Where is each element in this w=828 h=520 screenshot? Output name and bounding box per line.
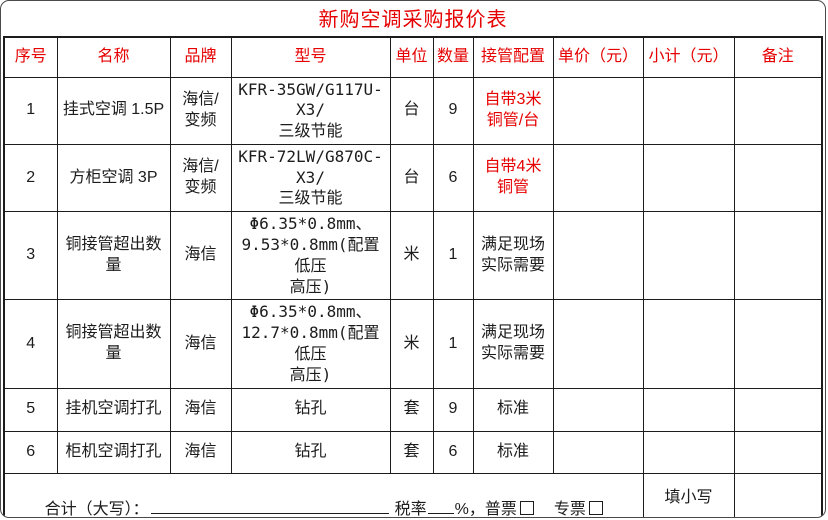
cell-remark [733, 387, 823, 432]
cell-index: 5 [3, 387, 58, 432]
cell-brand: 海信 [169, 387, 232, 432]
tax-rate-label: 税率 [394, 501, 427, 518]
tax-rate-blank[interactable] [427, 496, 454, 515]
cell-unit: 米 [389, 211, 434, 301]
cell-remark [733, 76, 823, 145]
cell-pipe-config: 自带4米 铜管 [472, 143, 554, 213]
cell-quantity: 6 [432, 430, 474, 474]
column-header-quantity: 数量 [432, 36, 474, 78]
cell-model: 钻孔 [230, 387, 391, 432]
total-amount-blank[interactable] [150, 496, 389, 515]
cell-brand: 海信 [169, 299, 232, 389]
cell-model: KFR-72LW/G870C-X3/ 三级节能 [230, 143, 391, 213]
cell-unit: 套 [389, 430, 434, 474]
cell-index: 6 [3, 430, 58, 474]
cell-brand: 海信 [169, 211, 232, 301]
cell-remark [733, 143, 823, 213]
special-invoice-checkbox[interactable] [588, 501, 603, 516]
column-header-unit: 单位 [389, 36, 434, 78]
column-header-name: 名称 [56, 36, 171, 78]
special-invoice-label: 专票 [553, 501, 586, 518]
cell-brand: 海信/ 变频 [169, 143, 232, 213]
cell-name: 铜接管超出数量 [56, 299, 171, 389]
quotation-table: 序号 名称 品牌 型号 单位 数量 接管配置 单价（元） 小计（元） 备注 1 … [3, 36, 823, 518]
ordinary-invoice-checkbox[interactable] [519, 501, 534, 516]
tax-unit-label: %， [454, 501, 485, 518]
header-row: 序号 名称 品牌 型号 单位 数量 接管配置 单价（元） 小计（元） 备注 [3, 36, 823, 78]
cell-quantity: 9 [432, 76, 474, 145]
total-amount-label: 合计（大写）： [44, 501, 149, 518]
cell-brand: 海信 [169, 430, 232, 474]
table-row: 4 铜接管超出数量 海信 Φ6.35*0.8mm、 12.7*0.8mm(配置低… [3, 299, 823, 389]
page-title: 新购空调采购报价表 [318, 9, 508, 31]
cell-unit-price [552, 299, 644, 389]
fill-numeric-value-cell [733, 472, 823, 517]
cell-index: 1 [3, 76, 58, 145]
column-header-index: 序号 [3, 36, 58, 78]
cell-subtotal [642, 299, 735, 389]
cell-remark [733, 430, 823, 474]
cell-quantity: 6 [432, 143, 474, 213]
cell-pipe-config: 满足现场 实际需要 [472, 299, 554, 389]
total-summary-cell: 合计（大写）： 税率 %，普票 专票 [3, 472, 644, 518]
cell-model: Φ6.35*0.8mm、 9.53*0.8mm(配置低压 高压) [230, 211, 391, 301]
cell-model: KFR-35GW/G117U-X3/ 三级节能 [230, 76, 391, 145]
table-row: 1 挂式空调 1.5P 海信/ 变频 KFR-35GW/G117U-X3/ 三级… [3, 76, 823, 145]
cell-remark [733, 299, 823, 389]
cell-unit: 台 [389, 143, 434, 213]
cell-quantity: 1 [432, 211, 474, 301]
cell-remark [733, 211, 823, 301]
fill-numeric-label-cell: 填小写 [642, 472, 735, 517]
cell-subtotal [642, 211, 735, 301]
table-row: 5 挂机空调打孔 海信 钻孔 套 9 标准 [3, 387, 823, 432]
cell-name: 柜机空调打孔 [56, 430, 171, 474]
cell-pipe-config: 标准 [472, 430, 554, 474]
total-row: 合计（大写）： 税率 %，普票 专票 填小写 [3, 472, 823, 518]
column-header-model: 型号 [230, 36, 391, 78]
cell-unit: 台 [389, 76, 434, 145]
cell-subtotal [642, 430, 735, 474]
column-header-subtotal: 小计（元） [642, 36, 735, 78]
cell-name: 挂机空调打孔 [56, 387, 171, 432]
cell-unit-price [552, 211, 644, 301]
cell-unit-price [552, 143, 644, 213]
cell-index: 2 [3, 143, 58, 213]
table-row: 6 柜机空调打孔 海信 钻孔 套 6 标准 [3, 430, 823, 474]
table-row: 2 方柜空调 3P 海信/ 变频 KFR-72LW/G870C-X3/ 三级节能… [3, 143, 823, 213]
ordinary-invoice-label: 普票 [484, 501, 517, 518]
cell-pipe-config: 标准 [472, 387, 554, 432]
cell-subtotal [642, 143, 735, 213]
table-row: 3 铜接管超出数量 海信 Φ6.35*0.8mm、 9.53*0.8mm(配置低… [3, 211, 823, 301]
column-header-remark: 备注 [733, 36, 823, 78]
column-header-brand: 品牌 [169, 36, 232, 78]
cell-index: 4 [3, 299, 58, 389]
cell-quantity: 9 [432, 387, 474, 432]
cell-subtotal [642, 387, 735, 432]
cell-name: 铜接管超出数量 [56, 211, 171, 301]
cell-unit-price [552, 76, 644, 145]
cell-unit-price [552, 387, 644, 432]
cell-model: Φ6.35*0.8mm、 12.7*0.8mm(配置低压 高压) [230, 299, 391, 389]
cell-quantity: 1 [432, 299, 474, 389]
cell-index: 3 [3, 211, 58, 301]
cell-unit-price [552, 430, 644, 474]
cell-name: 方柜空调 3P [56, 143, 171, 213]
cell-pipe-config: 自带3米 铜管/台 [472, 76, 554, 145]
cell-subtotal [642, 76, 735, 145]
cell-name: 挂式空调 1.5P [56, 76, 171, 145]
cell-unit: 米 [389, 299, 434, 389]
cell-unit: 套 [389, 387, 434, 432]
cell-pipe-config: 满足现场 实际需要 [472, 211, 554, 301]
cell-brand: 海信/ 变频 [169, 76, 232, 145]
column-header-pipe-config: 接管配置 [472, 36, 554, 78]
column-header-unit-price: 单价（元） [552, 36, 644, 78]
cell-model: 钻孔 [230, 430, 391, 474]
